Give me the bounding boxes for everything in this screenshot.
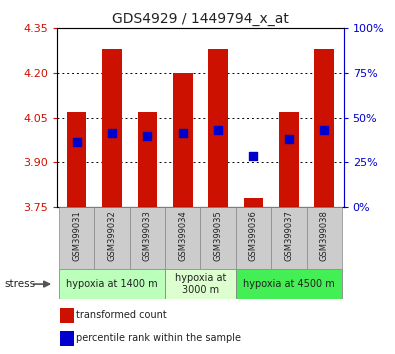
Point bbox=[286, 136, 292, 141]
Point bbox=[215, 127, 221, 132]
Text: hypoxia at 4500 m: hypoxia at 4500 m bbox=[243, 279, 335, 289]
Bar bbox=[201, 207, 236, 269]
Text: transformed count: transformed count bbox=[76, 310, 167, 320]
Text: GSM399035: GSM399035 bbox=[214, 210, 223, 261]
Bar bbox=[60, 331, 74, 346]
Bar bbox=[236, 207, 271, 269]
Point bbox=[250, 154, 257, 159]
Point bbox=[144, 133, 150, 138]
Bar bbox=[173, 73, 192, 207]
Text: GSM399037: GSM399037 bbox=[284, 210, 293, 261]
Bar bbox=[102, 49, 122, 207]
Bar bbox=[244, 198, 263, 207]
Point bbox=[73, 139, 80, 144]
Text: GSM399036: GSM399036 bbox=[249, 210, 258, 261]
Point bbox=[321, 127, 327, 132]
Bar bbox=[165, 269, 236, 299]
Bar bbox=[138, 112, 157, 207]
Bar bbox=[271, 207, 307, 269]
Text: GSM399033: GSM399033 bbox=[143, 210, 152, 261]
Point bbox=[180, 130, 186, 136]
Point bbox=[109, 130, 115, 136]
Bar bbox=[314, 49, 334, 207]
Bar bbox=[307, 207, 342, 269]
Bar bbox=[279, 112, 299, 207]
Text: stress: stress bbox=[4, 279, 35, 289]
Text: hypoxia at
3000 m: hypoxia at 3000 m bbox=[175, 273, 226, 295]
Bar bbox=[67, 112, 87, 207]
Bar bbox=[60, 308, 74, 323]
Text: GSM399032: GSM399032 bbox=[107, 210, 117, 261]
Bar bbox=[130, 207, 165, 269]
Bar bbox=[59, 207, 94, 269]
Bar bbox=[94, 207, 130, 269]
Bar bbox=[236, 269, 342, 299]
Text: GSM399031: GSM399031 bbox=[72, 210, 81, 261]
Text: percentile rank within the sample: percentile rank within the sample bbox=[76, 333, 241, 343]
Title: GDS4929 / 1449794_x_at: GDS4929 / 1449794_x_at bbox=[112, 12, 289, 26]
Text: GSM399038: GSM399038 bbox=[320, 210, 329, 261]
Bar bbox=[165, 207, 201, 269]
Text: hypoxia at 1400 m: hypoxia at 1400 m bbox=[66, 279, 158, 289]
Text: GSM399034: GSM399034 bbox=[178, 210, 187, 261]
Bar bbox=[59, 269, 165, 299]
Bar bbox=[209, 49, 228, 207]
